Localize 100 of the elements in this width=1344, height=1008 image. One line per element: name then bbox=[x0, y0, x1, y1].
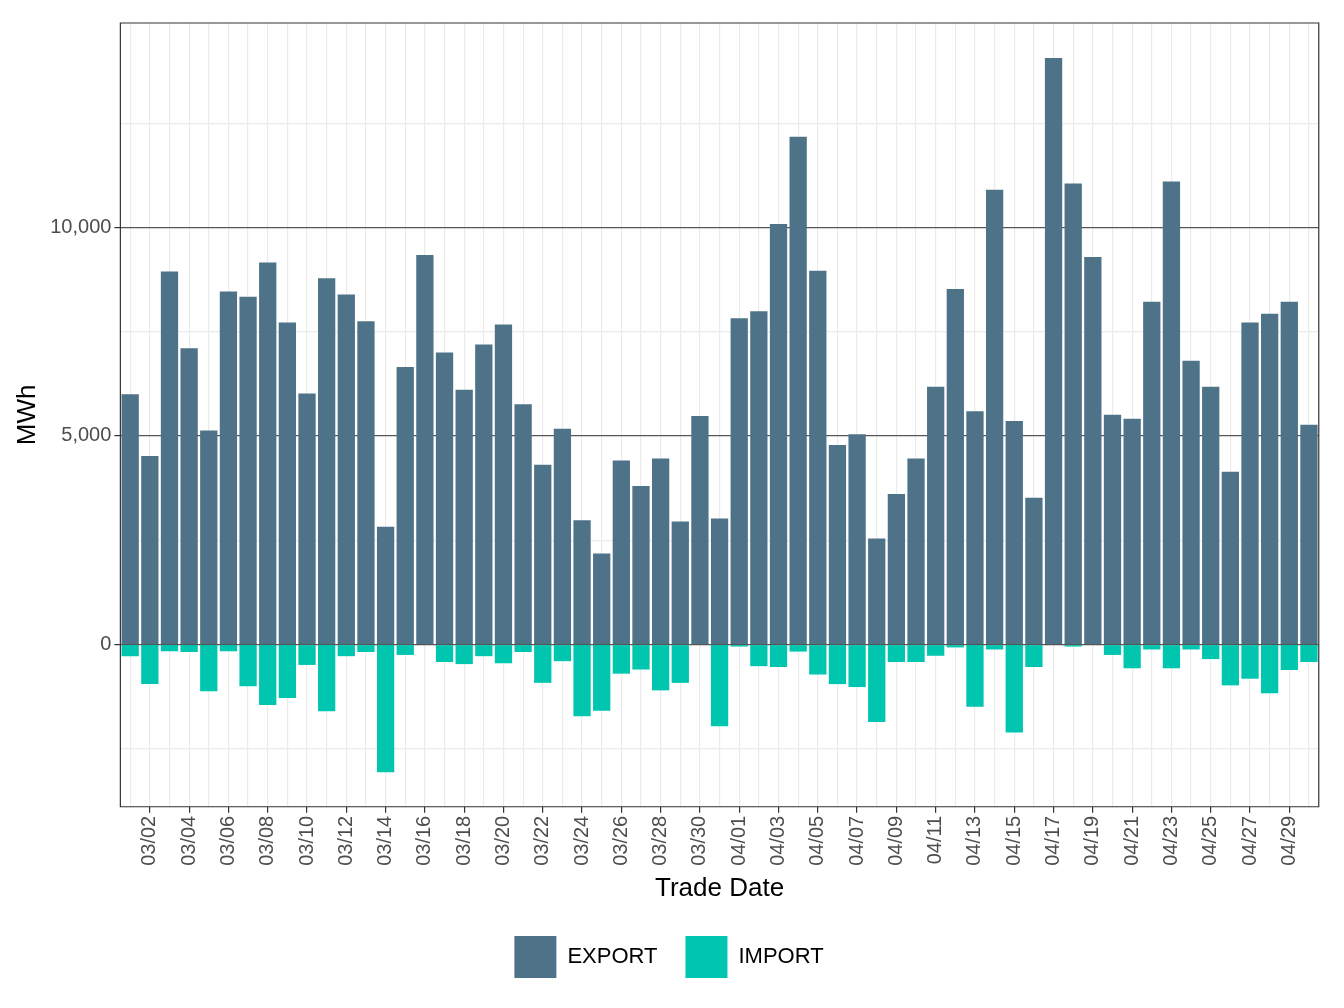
bar bbox=[809, 645, 827, 675]
bar bbox=[1025, 497, 1043, 644]
bar bbox=[1162, 181, 1181, 644]
bar bbox=[357, 321, 375, 644]
x-tick-label: 03/26 bbox=[608, 815, 631, 866]
bar bbox=[298, 393, 316, 644]
bar bbox=[966, 411, 984, 644]
bar bbox=[259, 262, 277, 644]
bar bbox=[907, 458, 925, 644]
bar bbox=[1064, 183, 1082, 644]
bar bbox=[789, 645, 807, 652]
bar bbox=[1221, 471, 1240, 644]
bar bbox=[789, 136, 807, 644]
bar bbox=[180, 348, 198, 644]
x-tick-label: 03/16 bbox=[412, 815, 435, 866]
x-tick-label: 04/21 bbox=[1119, 815, 1142, 866]
bar bbox=[553, 645, 572, 662]
bar bbox=[455, 389, 473, 644]
bar bbox=[868, 645, 886, 723]
bar bbox=[200, 430, 218, 644]
bar bbox=[534, 464, 552, 644]
bar bbox=[1202, 645, 1220, 660]
x-tick-label: 04/25 bbox=[1198, 815, 1221, 866]
bar bbox=[1103, 645, 1122, 655]
bar bbox=[868, 538, 886, 644]
bar bbox=[376, 526, 395, 644]
x-tick-label: 04/11 bbox=[923, 815, 946, 865]
bar bbox=[651, 458, 670, 644]
bar bbox=[141, 455, 159, 644]
x-tick-label: 04/27 bbox=[1237, 815, 1260, 866]
bar bbox=[396, 645, 414, 655]
bar bbox=[200, 645, 218, 692]
bar bbox=[278, 645, 297, 698]
bar bbox=[1280, 645, 1298, 670]
x-tick-label: 04/29 bbox=[1276, 815, 1299, 866]
bar bbox=[435, 352, 454, 644]
bar bbox=[1261, 645, 1279, 694]
bar bbox=[946, 289, 964, 644]
bar bbox=[671, 521, 689, 644]
bar bbox=[985, 189, 1004, 644]
bar bbox=[475, 344, 493, 644]
y-tick-label: 5,000 bbox=[61, 423, 112, 446]
x-axis-title: Trade Date bbox=[655, 871, 785, 902]
x-tick-label: 03/04 bbox=[176, 815, 199, 866]
x-tick-label: 04/03 bbox=[766, 815, 789, 866]
bar bbox=[1280, 301, 1298, 644]
bar bbox=[357, 645, 375, 652]
legend-label: IMPORT bbox=[738, 943, 824, 969]
bar bbox=[298, 645, 316, 665]
bar bbox=[1005, 420, 1023, 644]
bar bbox=[691, 415, 709, 644]
bar bbox=[651, 645, 670, 691]
bar bbox=[573, 520, 591, 644]
bar bbox=[828, 445, 847, 644]
x-tick-label: 03/02 bbox=[137, 815, 160, 866]
bar bbox=[593, 645, 611, 711]
bar bbox=[494, 645, 513, 664]
bar bbox=[1162, 645, 1181, 669]
bar bbox=[1143, 645, 1161, 650]
bar bbox=[750, 311, 768, 644]
bar bbox=[219, 645, 238, 652]
bar bbox=[710, 645, 729, 727]
bar bbox=[1241, 645, 1259, 679]
bar bbox=[337, 294, 355, 644]
bar bbox=[1103, 414, 1122, 644]
bar bbox=[985, 645, 1004, 650]
x-tick-label: 04/09 bbox=[883, 815, 906, 866]
bar bbox=[239, 296, 257, 644]
bar bbox=[730, 318, 748, 644]
x-tick-label: 03/10 bbox=[294, 815, 317, 866]
x-tick-label: 03/18 bbox=[451, 815, 474, 866]
bar bbox=[1005, 645, 1023, 733]
bar bbox=[573, 645, 591, 717]
bar bbox=[1261, 313, 1279, 644]
bar bbox=[1084, 257, 1102, 644]
y-tick-label: 10,000 bbox=[50, 214, 112, 237]
bar bbox=[219, 291, 238, 644]
x-tick-label: 03/06 bbox=[215, 815, 238, 866]
bar bbox=[121, 394, 139, 644]
bar bbox=[769, 645, 788, 668]
bar bbox=[475, 645, 493, 657]
bar bbox=[966, 645, 984, 707]
x-tick-label: 04/05 bbox=[805, 815, 828, 866]
x-tick-label: 03/24 bbox=[569, 815, 592, 866]
bar bbox=[553, 428, 572, 644]
bar bbox=[318, 645, 336, 712]
bar bbox=[376, 645, 395, 773]
bar bbox=[455, 645, 473, 665]
x-tick-label: 04/07 bbox=[844, 815, 867, 866]
bar bbox=[1300, 645, 1318, 663]
bar bbox=[160, 645, 179, 652]
bar bbox=[1182, 360, 1200, 644]
x-tick-label: 04/19 bbox=[1080, 815, 1103, 866]
bar bbox=[1202, 386, 1220, 644]
bar bbox=[750, 645, 768, 667]
bar bbox=[927, 386, 945, 644]
bar bbox=[435, 645, 454, 663]
bar bbox=[534, 645, 552, 683]
bar bbox=[239, 645, 257, 687]
bar bbox=[593, 553, 611, 644]
